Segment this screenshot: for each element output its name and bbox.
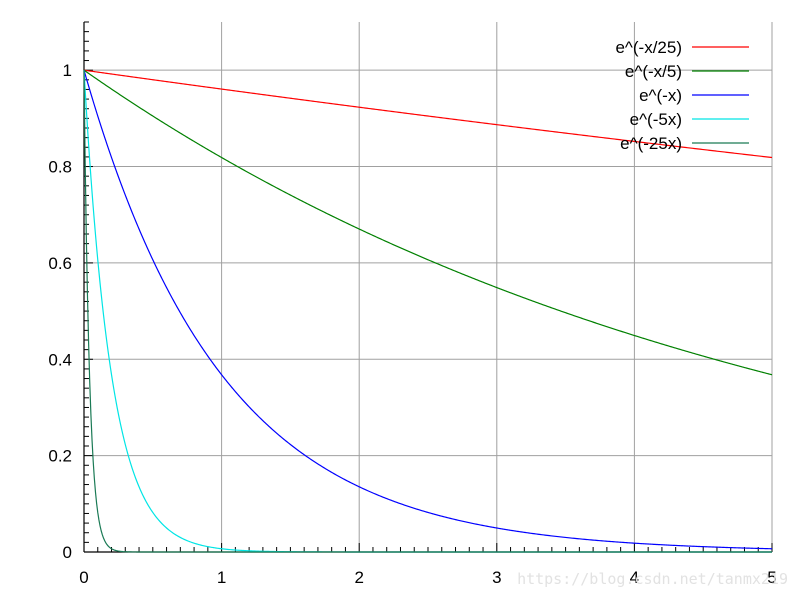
series-line-2: [83, 69, 773, 376]
y-tick-label: 0.8: [48, 158, 72, 177]
y-tick-label: 0.2: [48, 447, 72, 466]
y-tick-label: 0.6: [48, 254, 72, 273]
y-tick-label: 0.4: [48, 350, 72, 369]
x-tick-label: 4: [630, 568, 639, 587]
x-tick-labels: 0 1 2 3 4 5: [79, 568, 776, 587]
y-tick-label: 1: [63, 61, 72, 80]
legend-label: e^(-x/25): [615, 38, 682, 57]
y-tick-label: 0: [63, 543, 72, 562]
tick-marks: [83, 21, 773, 553]
x-tick-label: 5: [767, 568, 776, 587]
x-tick-label: 3: [492, 568, 501, 587]
x-tick-label: 2: [354, 568, 363, 587]
legend-label: e^(-x/5): [625, 62, 682, 81]
series-line-3: [83, 70, 773, 550]
legend-item-1: e^(-x/25): [615, 38, 749, 57]
legend-label: e^(-5x): [630, 110, 682, 129]
legend-item-5: e^(-25x): [620, 134, 749, 153]
series-line-1: [83, 69, 773, 159]
legend-item-4: e^(-5x): [630, 110, 749, 129]
legend: e^(-x/25) e^(-x/5) e^(-x) e^(-5x) e^(-25x): [615, 38, 749, 153]
legend-item-3: e^(-x): [639, 86, 749, 105]
x-tick-label: 1: [217, 568, 226, 587]
legend-label: e^(-x): [639, 86, 682, 105]
x-tick-label: 0: [79, 568, 88, 587]
y-tick-labels: 0 0.2 0.4 0.6 0.8 1: [48, 61, 72, 562]
series-lines: [83, 69, 773, 553]
watermark-text: https://blog.csdn.net/tanmx219: [517, 570, 788, 588]
legend-item-2: e^(-x/5): [625, 62, 749, 81]
legend-label: e^(-25x): [620, 134, 682, 153]
series-line-5: [83, 70, 772, 553]
